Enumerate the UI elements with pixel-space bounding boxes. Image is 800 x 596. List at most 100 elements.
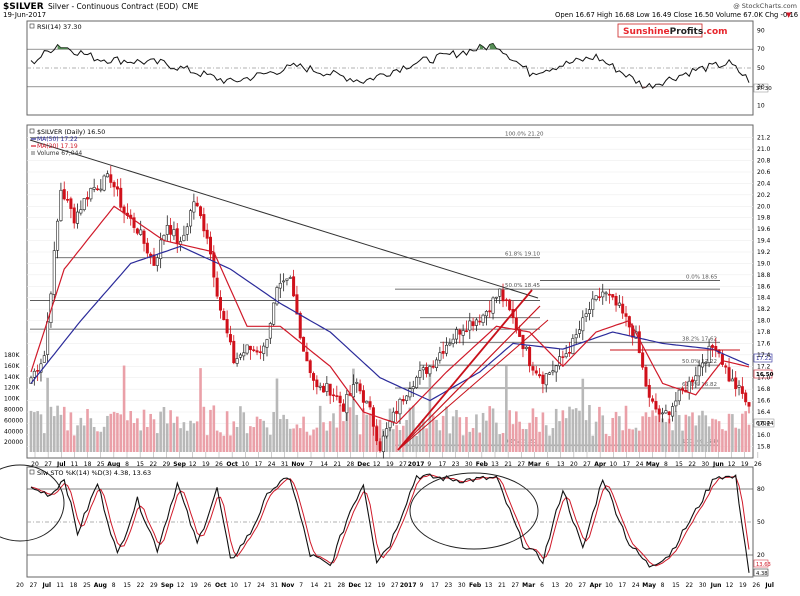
candle-body — [541, 374, 545, 384]
candle-body — [661, 412, 665, 415]
volume-bar — [142, 409, 146, 452]
x-axis-bottom-label: 27 — [391, 582, 399, 589]
volume-bar — [338, 404, 342, 452]
candle-body — [607, 293, 611, 296]
x-axis-top-label: 23 — [452, 461, 460, 468]
candle-body — [740, 386, 744, 394]
candle-body — [238, 354, 242, 358]
rising-support-line-3 — [397, 319, 549, 451]
volume-bar — [717, 421, 721, 452]
volume-bar — [647, 416, 651, 452]
candle-body — [671, 406, 675, 417]
candle-body — [322, 385, 326, 393]
logo-part-1: Sunshine — [623, 27, 670, 37]
volume-bar — [657, 413, 661, 452]
x-axis-top-label: Sep — [173, 461, 186, 468]
candle-body — [351, 384, 355, 398]
volume-bar — [694, 425, 698, 452]
candle-body — [142, 230, 146, 244]
volume-bar — [588, 405, 591, 452]
candle-body — [371, 407, 375, 427]
volume-bar — [638, 430, 641, 452]
candle-body — [714, 345, 718, 350]
candle-body — [182, 234, 186, 241]
price-tick-label: 21.0 — [757, 146, 771, 153]
axis-layer: 90 70 50 30 10 21.2 21.0 20.8 20.6 20.4 20.2 20.0 19… — [4, 27, 774, 589]
volume-bar — [262, 420, 265, 452]
candle-body — [587, 309, 591, 314]
candle-body — [604, 292, 608, 295]
volume-bar — [56, 405, 59, 452]
candle-body — [245, 344, 249, 354]
volume-bar — [219, 432, 222, 452]
volume-bar — [126, 420, 129, 452]
x-axis-top-label: 20 — [570, 461, 578, 468]
x-axis-bottom-label: Sep — [161, 582, 174, 589]
volume-bar — [608, 436, 611, 452]
candle-body — [262, 345, 266, 354]
x-axis-top-label: 2017 — [408, 461, 425, 468]
candle-body — [328, 383, 332, 396]
volume-tick-label: 160K — [4, 363, 20, 370]
candle-body — [295, 294, 299, 315]
candle-body — [654, 401, 658, 410]
candle-body — [391, 411, 395, 422]
candle-body — [232, 340, 236, 364]
candle-body — [504, 299, 508, 301]
candle-body — [415, 376, 419, 388]
x-axis-top-label: Oct — [226, 461, 238, 468]
price-tick-label: 20.0 — [757, 203, 771, 210]
candle-body — [408, 388, 412, 398]
rsi-tick-label: 50 — [757, 65, 765, 72]
volume-bar — [245, 433, 249, 452]
x-axis-bottom-label: 20 — [16, 582, 24, 589]
volume-bar — [46, 377, 49, 452]
candle-body — [218, 297, 222, 311]
close-last-label: 16.50 — [756, 372, 774, 378]
candle-body — [554, 365, 558, 373]
x-axis-top-label: 31 — [281, 461, 289, 468]
volume-bar — [408, 407, 412, 452]
x-axis-bottom-label: 15 — [672, 582, 680, 589]
x-axis-bottom-label: 12 — [177, 582, 185, 589]
candle-body — [199, 206, 203, 217]
volume-bar — [298, 428, 302, 452]
volume-bar — [534, 417, 538, 452]
volume-bar — [272, 411, 275, 452]
volume-bar — [674, 411, 678, 452]
volume-bar — [189, 420, 192, 452]
stoch-d-label-box — [753, 568, 769, 577]
x-axis-bottom-label: 27 — [511, 582, 519, 589]
candle-body — [664, 410, 668, 414]
candle-body — [425, 366, 429, 374]
x-axis-top-label: May — [646, 461, 660, 468]
x-axis-top-label: Dec — [357, 461, 370, 468]
volume-bar — [411, 405, 415, 452]
x-axis-bottom-label: Jun — [710, 582, 722, 589]
candle-body — [222, 311, 226, 321]
volume-bar — [106, 415, 109, 452]
x-axis-top-label: 19 — [741, 461, 749, 468]
volume-bar — [209, 409, 212, 452]
candle-body — [704, 362, 708, 364]
x-axis-top-label: Jun — [712, 461, 724, 468]
price-tick-label: 20.4 — [757, 180, 771, 187]
x-axis-top-label: 29 — [163, 461, 171, 468]
down-arrow-icon: ▼ — [786, 11, 792, 19]
x-axis-bottom-label: 17 — [619, 582, 627, 589]
x-axis-top-label: 19 — [202, 461, 210, 468]
x-axis-top-label: 9 — [427, 461, 431, 468]
x-axis-top-label: 27 — [517, 461, 525, 468]
candle-body — [255, 350, 259, 353]
candle-body — [481, 314, 485, 323]
candle-body — [86, 197, 90, 200]
candle-body — [454, 329, 458, 340]
candle-body — [727, 367, 731, 382]
candle-body — [398, 398, 402, 415]
candle-body — [435, 359, 439, 369]
candle-body — [531, 366, 535, 371]
candle-body — [458, 329, 462, 335]
x-axis-top-label: 10 — [241, 461, 249, 468]
stoch-ellipse-left — [0, 464, 65, 542]
volume-bar — [644, 412, 648, 452]
